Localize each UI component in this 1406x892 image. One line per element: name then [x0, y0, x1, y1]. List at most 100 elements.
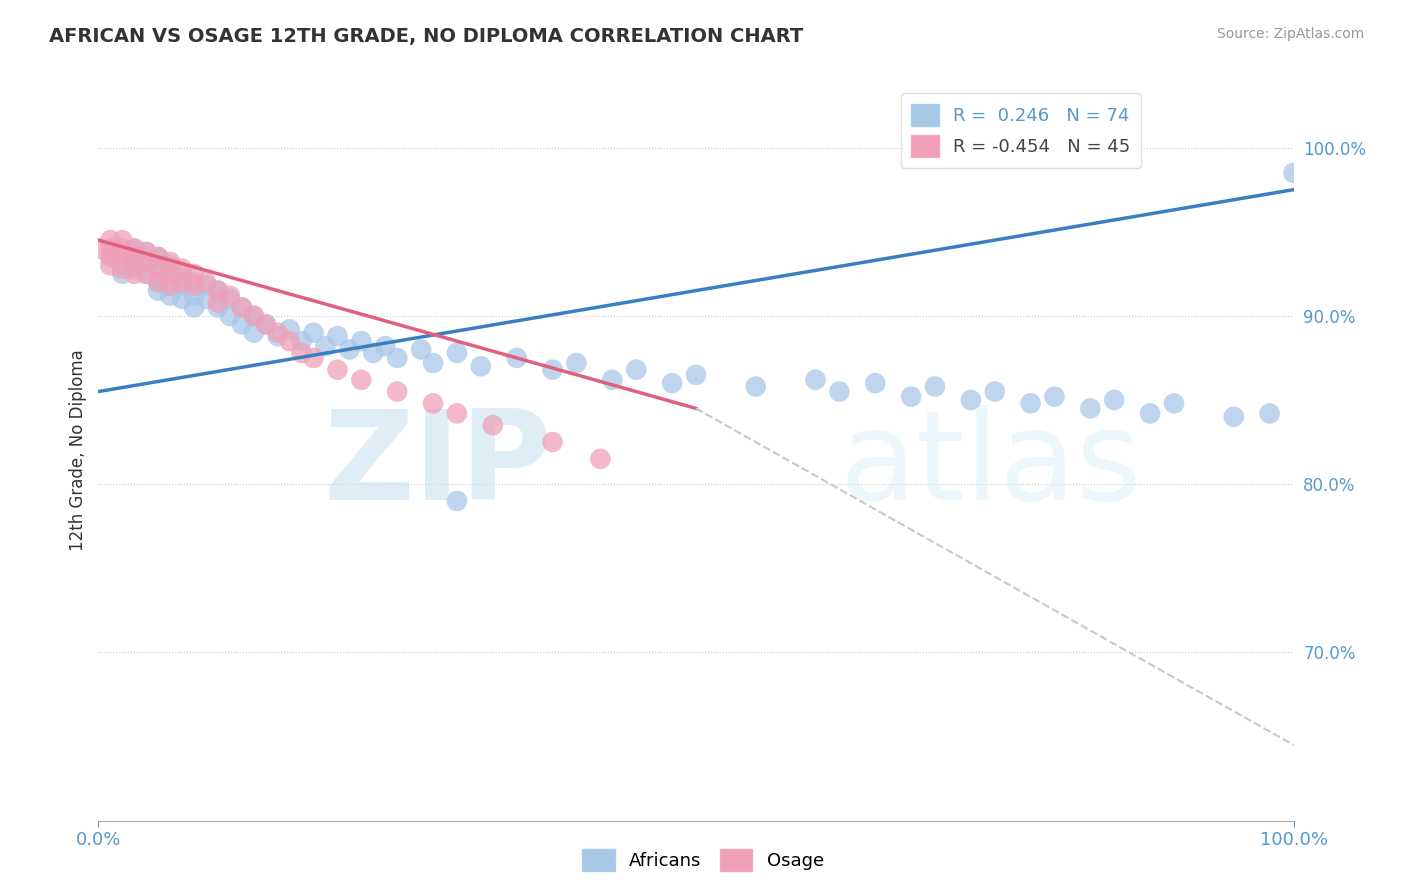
Point [278, 334, 301, 348]
Point [589, 451, 612, 466]
Point [195, 275, 218, 289]
Point [148, 275, 170, 289]
Point [350, 373, 373, 387]
Point [98, 250, 122, 264]
Point [231, 301, 253, 315]
Point [219, 292, 242, 306]
Text: Source: ZipAtlas.com: Source: ZipAtlas.com [1216, 27, 1364, 41]
Point [159, 278, 181, 293]
Point [111, 233, 134, 247]
Point [828, 384, 851, 399]
Point [231, 318, 253, 332]
Point [183, 301, 205, 315]
Point [302, 351, 325, 365]
Point [124, 242, 146, 256]
Point [1139, 407, 1161, 421]
Point [565, 356, 588, 370]
Point [1104, 392, 1126, 407]
Point [422, 356, 444, 370]
Point [159, 288, 181, 302]
Point [626, 362, 648, 376]
Point [124, 250, 146, 264]
Point [506, 351, 529, 365]
Point [172, 292, 194, 306]
Point [111, 242, 134, 256]
Point [148, 284, 170, 298]
Point [984, 384, 1007, 399]
Point [159, 259, 181, 273]
Point [291, 346, 314, 360]
Point [302, 326, 325, 340]
Point [243, 326, 266, 340]
Point [207, 284, 229, 298]
Point [135, 267, 157, 281]
Point [363, 346, 385, 360]
Point [111, 261, 134, 276]
Point [243, 309, 266, 323]
Point [98, 259, 122, 273]
Point [87, 242, 110, 256]
Point [135, 255, 157, 269]
Point [411, 343, 433, 357]
Point [900, 390, 922, 404]
Point [159, 267, 181, 281]
Point [446, 346, 468, 360]
Point [254, 318, 277, 332]
Point [172, 275, 194, 289]
Point [685, 368, 707, 382]
Point [1258, 407, 1281, 421]
Point [291, 334, 314, 348]
Legend: R =  0.246   N = 74, R = -0.454   N = 45: R = 0.246 N = 74, R = -0.454 N = 45 [901, 93, 1142, 168]
Point [148, 275, 170, 289]
Point [804, 373, 827, 387]
Point [470, 359, 492, 374]
Point [183, 267, 205, 281]
Point [148, 261, 170, 276]
Point [124, 267, 146, 281]
Point [446, 407, 468, 421]
Point [960, 392, 983, 407]
Point [111, 250, 134, 264]
Point [207, 284, 229, 298]
Point [481, 418, 505, 433]
Point [326, 329, 349, 343]
Point [339, 343, 361, 357]
Point [385, 384, 409, 399]
Point [195, 278, 218, 293]
Point [219, 309, 242, 323]
Point [124, 242, 146, 256]
Point [148, 250, 170, 264]
Point [326, 362, 349, 376]
Legend: Africans, Osage: Africans, Osage [575, 842, 831, 879]
Point [172, 267, 194, 281]
Point [124, 259, 146, 273]
Point [159, 278, 181, 293]
Point [135, 244, 157, 259]
Point [278, 322, 301, 336]
Point [661, 376, 683, 391]
Point [385, 351, 409, 365]
Point [172, 261, 194, 276]
Point [1019, 396, 1042, 410]
Point [135, 255, 157, 269]
Point [422, 396, 444, 410]
Text: ZIP: ZIP [323, 405, 553, 525]
Point [124, 250, 146, 264]
Point [135, 267, 157, 281]
Point [111, 259, 134, 273]
Point [219, 288, 242, 302]
Y-axis label: 12th Grade, No Diploma: 12th Grade, No Diploma [69, 350, 87, 551]
Point [446, 494, 468, 508]
Point [183, 288, 205, 302]
Point [195, 292, 218, 306]
Point [745, 379, 768, 393]
Point [183, 278, 205, 293]
Point [148, 250, 170, 264]
Point [541, 435, 564, 450]
Text: AFRICAN VS OSAGE 12TH GRADE, NO DIPLOMA CORRELATION CHART: AFRICAN VS OSAGE 12TH GRADE, NO DIPLOMA … [49, 27, 803, 45]
Point [541, 362, 564, 376]
Point [602, 373, 624, 387]
Text: atlas: atlas [839, 405, 1142, 525]
Point [350, 334, 373, 348]
Point [1043, 390, 1066, 404]
